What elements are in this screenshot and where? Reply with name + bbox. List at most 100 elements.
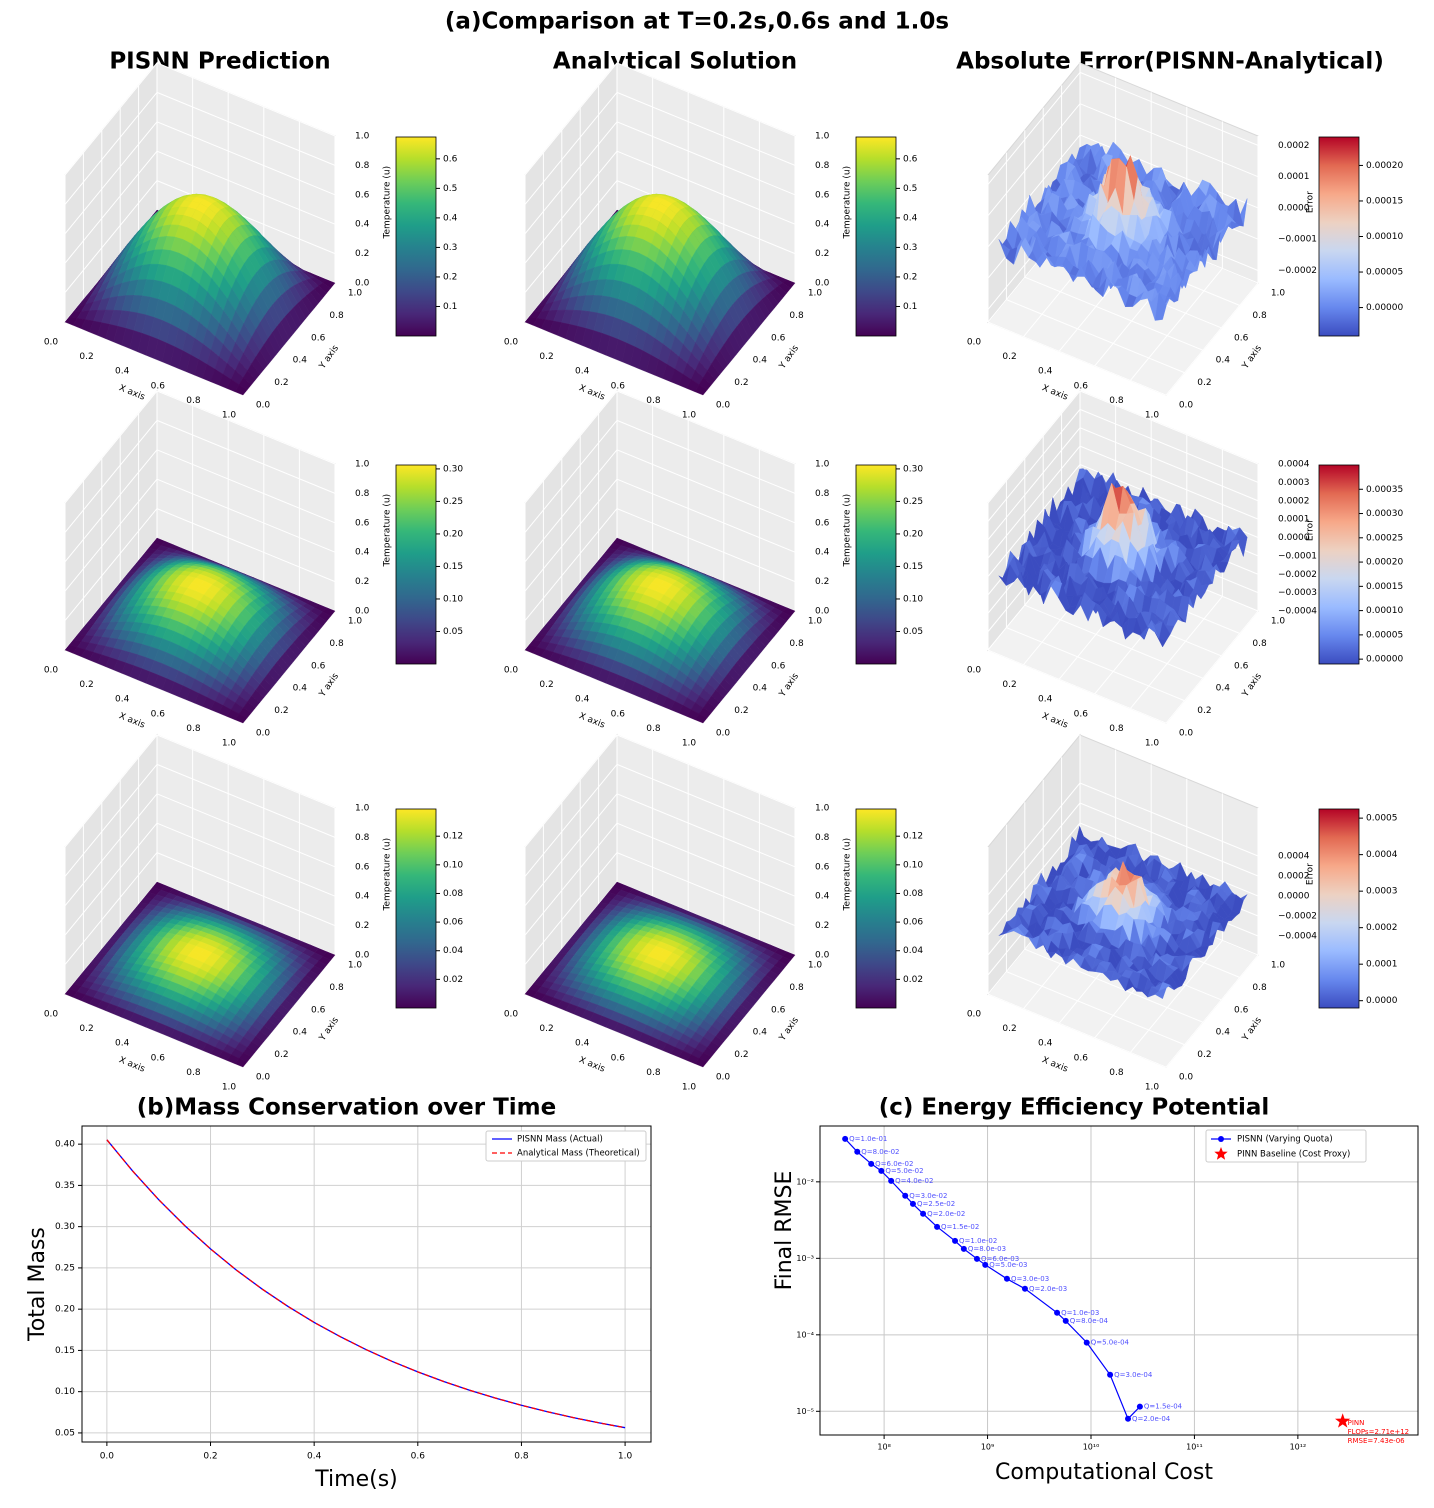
y-tick-label: 0.4 — [1216, 684, 1231, 694]
colorbar-tick-label: 0.00020 — [1366, 161, 1403, 171]
z-tick-label: 0.0 — [815, 951, 830, 961]
z-tick-label: 0.0 — [355, 951, 370, 961]
x-tick-label: 0.4 — [1038, 1039, 1053, 1049]
z-tick-label: 1.0 — [815, 132, 830, 142]
y-axis-label: Y axis — [777, 343, 801, 371]
z-tick-label: −0.0002 — [1278, 912, 1317, 922]
x-tick-label: 0.2 — [539, 680, 553, 690]
z-tick-label: 0.0002 — [1278, 496, 1310, 506]
colorbar-tick-label: 0.3 — [903, 243, 917, 253]
x-tick-label: 0.6 — [611, 381, 626, 391]
grid-line — [616, 91, 796, 166]
x-tick-label: 0.4 — [575, 1039, 590, 1049]
colorbar-tick-label: 0.25 — [903, 497, 923, 507]
z-axis-label: Temperature (u) — [383, 838, 393, 912]
colorbar-tick-label: 0.2 — [443, 272, 457, 282]
z-tick-label: 0.0 — [815, 607, 830, 617]
y-axis-label: Y axis — [1240, 343, 1264, 371]
colorbar — [855, 808, 897, 1009]
colorbar-tick-label: 0.4 — [443, 213, 458, 223]
colorbar-tick-label: 0.04 — [903, 946, 923, 956]
z-tick-label: 0.2 — [355, 577, 369, 587]
z-tick-label: 1.0 — [355, 132, 370, 142]
z-tick-label: 1.0 — [815, 460, 830, 470]
x-axis-label: X axis — [577, 711, 606, 731]
colorbar-tick-label: 0.00025 — [1366, 533, 1403, 543]
grid-line — [524, 180, 618, 293]
y-tick-label: 0.6 — [771, 661, 786, 671]
x-tick-label: 1.0 — [682, 411, 697, 421]
colorbar-tick-label: 0.00000 — [1366, 655, 1403, 665]
colorbar-tick-label: 0.5 — [443, 184, 457, 194]
x-tick-label: 0.8 — [646, 724, 661, 734]
colorbar-tick-label: 0.1 — [443, 302, 457, 312]
figure-title: (a)Comparison at T=0.2s,0.6s and 1.0s — [445, 9, 949, 35]
z-tick-label: 0.4 — [355, 220, 370, 230]
y-tick-label: 0.2 — [734, 1050, 748, 1060]
y-tick-label: 0.8 — [789, 639, 804, 649]
x-tick-label: 0.0 — [967, 338, 982, 348]
z-tick-label: 0.0001 — [1278, 172, 1310, 182]
x-axis-label: X axis — [1040, 711, 1069, 731]
colorbar-tick-label: 0.00010 — [1366, 232, 1403, 242]
x-tick-label: 0.0 — [44, 338, 59, 348]
z-axis-label: Temperature (u) — [383, 166, 393, 240]
y-tick-label: 1.0 — [348, 961, 363, 971]
z-tick-label: 0.0004 — [1278, 852, 1310, 862]
z-axis-label: Error — [1306, 519, 1316, 541]
z-axis-label: Temperature (u) — [843, 838, 853, 912]
column-title: Analytical Solution — [553, 49, 797, 75]
grid-line — [616, 121, 796, 196]
z-tick-label: −0.0004 — [1278, 932, 1317, 942]
y-tick-label: 0.4 — [1216, 356, 1231, 366]
colorbar-tick-label: 0.1 — [903, 302, 917, 312]
x-tick-label: 0.4 — [1038, 695, 1053, 705]
z-tick-label: 0.0 — [355, 279, 370, 289]
grid-line — [156, 91, 336, 166]
grid-line — [64, 121, 158, 235]
grid-line — [616, 150, 796, 225]
z-tick-label: 0.4 — [815, 548, 830, 558]
y-tick-label: 0.8 — [1252, 311, 1267, 321]
grid-line — [616, 62, 796, 137]
colorbar-tick-label: 0.00020 — [1366, 558, 1403, 568]
colorbar-tick-label: 0.00015 — [1366, 582, 1403, 592]
z-tick-label: 0.0 — [355, 607, 370, 617]
colorbar-tick-label: 0.12 — [903, 832, 923, 842]
z-tick-label: 0.2 — [355, 921, 369, 931]
y-tick-label: 0.6 — [771, 333, 786, 343]
x-tick-label: 0.6 — [151, 381, 166, 391]
z-tick-label: 0.8 — [815, 833, 830, 843]
x-tick-label: 0.0 — [967, 1010, 982, 1020]
grid-line — [524, 92, 618, 205]
z-tick-label: 0.0004 — [1278, 460, 1310, 470]
x-tick-label: 0.2 — [79, 680, 93, 690]
z-tick-label: 0.4 — [815, 220, 830, 230]
x-tick-label: 0.8 — [1109, 724, 1124, 734]
y-axis-label: Y axis — [1240, 671, 1264, 699]
x-tick-label: 0.4 — [115, 695, 130, 705]
z-tick-label: 0.6 — [355, 518, 370, 528]
y-tick-label: 0.6 — [311, 333, 326, 343]
colorbar-tick-label: 0.06 — [903, 918, 923, 928]
z-tick-label: −0.0003 — [1278, 588, 1317, 598]
x-tick-label: 0.0 — [967, 666, 982, 676]
z-tick-label: 0.0003 — [1278, 478, 1310, 488]
y-tick-label: 0.0 — [1179, 729, 1194, 739]
grid-line — [64, 150, 158, 264]
grid-line — [64, 180, 158, 293]
colorbar-tick-label: 0.15 — [443, 562, 463, 572]
z-axis-label: Error — [1306, 191, 1316, 213]
y-axis-label: Y axis — [317, 343, 341, 371]
grid-line — [156, 180, 336, 255]
colorbar-tick-label: 0.00010 — [1366, 606, 1403, 616]
z-tick-label: 0.8 — [355, 833, 370, 843]
grid-line — [156, 121, 336, 196]
grid-line — [156, 62, 336, 137]
x-tick-label: 0.8 — [186, 1068, 201, 1078]
x-tick-label: 1.0 — [682, 739, 697, 749]
y-tick-label: 0.4 — [753, 684, 768, 694]
colorbar-tick-label: 0.05 — [443, 627, 463, 637]
z-axis-label: Temperature (u) — [383, 494, 393, 568]
